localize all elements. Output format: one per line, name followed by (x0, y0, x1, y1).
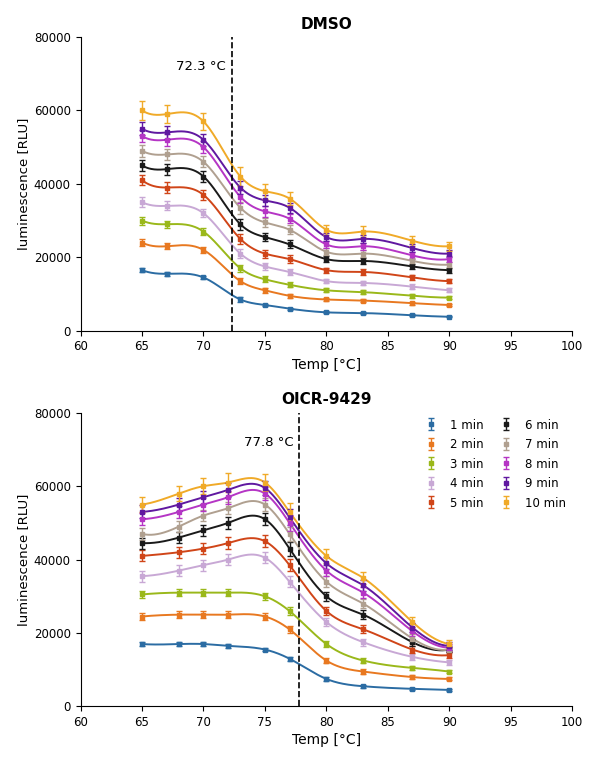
Legend: 1 min, 2 min, 3 min, 4 min, 5 min, 6 min, 7 min, 8 min, 9 min, 10 min: 1 min, 2 min, 3 min, 4 min, 5 min, 6 min… (418, 419, 566, 510)
Text: 77.8 °C: 77.8 °C (244, 436, 293, 449)
Title: DMSO: DMSO (301, 17, 352, 31)
X-axis label: Temp [°C]: Temp [°C] (292, 733, 361, 747)
Y-axis label: luminescence [RLU]: luminescence [RLU] (17, 118, 29, 250)
Text: 72.3 °C: 72.3 °C (176, 60, 226, 73)
Y-axis label: luminescence [RLU]: luminescence [RLU] (17, 494, 29, 626)
X-axis label: Temp [°C]: Temp [°C] (292, 358, 361, 371)
Title: OICR-9429: OICR-9429 (281, 393, 371, 407)
